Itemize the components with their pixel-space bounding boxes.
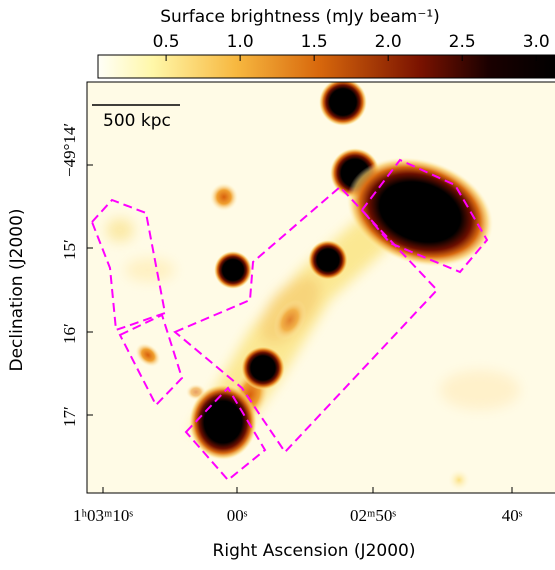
y-tick-label: 15′ bbox=[60, 239, 79, 260]
y-tick-label: 16′ bbox=[60, 323, 79, 344]
colorbar-tick-label: 1.0 bbox=[227, 32, 254, 52]
x-axis-label: Right Ascension (J2000) bbox=[213, 541, 416, 561]
colorbar-tick-label: 3.0 bbox=[523, 32, 550, 52]
colorbar-label: Surface brightness (mJy beam⁻¹) bbox=[160, 7, 440, 27]
y-tick-label: −49°14′ bbox=[60, 123, 79, 177]
x-tick-label: 00ˢ bbox=[227, 506, 248, 525]
radio-image bbox=[87, 78, 555, 493]
y-axis-label: Declination (J2000) bbox=[7, 208, 27, 371]
scale-bar-label: 500 kpc bbox=[103, 111, 171, 131]
y-tick-label: 17′ bbox=[60, 406, 79, 427]
x-tick-label: 1ʰ03ᵐ10ˢ bbox=[73, 506, 133, 525]
colorbar-tick-label: 0.5 bbox=[153, 32, 180, 52]
x-tick-label: 40ˢ bbox=[502, 506, 523, 525]
figure: 500 kpc Surface brightness (mJy beam⁻¹) … bbox=[0, 0, 555, 570]
x-tick-label: 02ᵐ50ˢ bbox=[350, 506, 396, 525]
colorbar-tick-label: 2.5 bbox=[449, 32, 476, 52]
colorbar-tick-label: 1.5 bbox=[301, 32, 328, 52]
colorbar-tick-label: 2.0 bbox=[375, 32, 402, 52]
